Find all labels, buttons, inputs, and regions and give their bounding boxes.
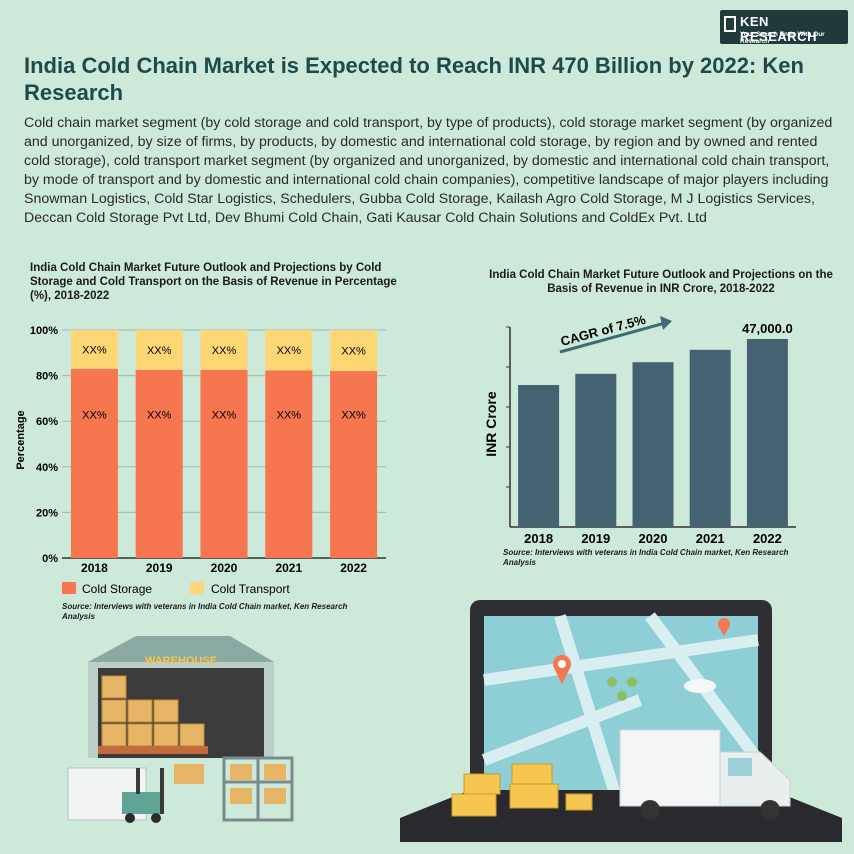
- chart1-data-label: XX%: [277, 409, 302, 421]
- chart1-x-tick-label: 2020: [211, 561, 238, 575]
- chart1-bar-cold-storage-2019: [135, 369, 183, 558]
- chart1-x-tick-label: 2018: [81, 561, 108, 575]
- legend-swatch-cold-storage: [62, 582, 76, 594]
- chart1-y-axis-label: Percentage: [15, 410, 27, 469]
- chart1-data-label: XX%: [212, 345, 237, 357]
- warehouse-sign: WAREHOUSE: [145, 655, 217, 667]
- chart1-data-label: XX%: [82, 344, 107, 356]
- warehouse-roof: [88, 636, 274, 662]
- chart1-source: Source: Interviews with veterans in Indi…: [62, 602, 348, 621]
- chart1-y-tick-label: 0%: [42, 553, 58, 565]
- chart2-bar-2018: [518, 385, 560, 527]
- chart1-bar-cold-storage-2020: [200, 369, 248, 558]
- chart2-bar-2019: [575, 373, 617, 527]
- chart1-bar-cold-transport-2022: [330, 330, 378, 372]
- map-trees: [607, 677, 637, 701]
- chart1-data-label: XX%: [277, 345, 302, 357]
- legend-label-cold-transport: Cold Transport: [211, 582, 290, 596]
- page-description: Cold chain market segment (by cold stora…: [24, 115, 833, 226]
- ken-research-logo: KEN RESEARCH Your Search Ends With Our R…: [720, 10, 848, 45]
- chart2-y-axis-label: INR Crore: [483, 391, 499, 457]
- chart2-x-tick-label: 2020: [639, 531, 668, 546]
- chart1-bar-cold-transport-2020: [200, 330, 248, 370]
- chart1-x-tick-label: 2022: [340, 561, 367, 575]
- chart1-bar-cold-transport-2019: [135, 330, 183, 370]
- chart1-data-label: XX%: [147, 409, 172, 421]
- chart1-data-label: XX%: [212, 409, 237, 421]
- truck-icon: [619, 729, 791, 820]
- chart1-y-tick-label: 80%: [36, 371, 58, 383]
- chart1-bar-cold-transport-2021: [265, 330, 313, 371]
- chart2-title: India Cold Chain Market Future Outlook a…: [489, 269, 833, 295]
- chart1-x-tick-label: 2019: [146, 561, 173, 575]
- logo-brand: KEN RESEARCH: [740, 14, 817, 44]
- page-title: India Cold Chain Market is Expected to R…: [24, 53, 804, 105]
- forklift-icon: [122, 764, 204, 823]
- map-cloud: [684, 679, 716, 693]
- chart1-x-tick-label: 2021: [275, 561, 302, 575]
- chart1-data-label: XX%: [82, 409, 107, 421]
- revenue-bar-chart: 2018 2019 2020 2021 2022 INR Crore CAGR of 7…: [483, 312, 796, 546]
- chart2-bar-2021: [689, 349, 731, 527]
- chart1-y-tick-label: 20%: [36, 507, 58, 519]
- legend-label-cold-storage: Cold Storage: [82, 582, 152, 596]
- chart2-bar-2020: [632, 362, 674, 527]
- chart2-source: Source: Interviews with veterans in Indi…: [503, 548, 789, 567]
- chart1-data-label: XX%: [341, 346, 366, 358]
- chart1-bar-cold-storage-2018: [70, 368, 118, 558]
- chart1-bar-cold-storage-2021: [265, 370, 313, 558]
- cagr-annotation: CAGR of 7.5%: [559, 312, 672, 354]
- chart1-title: India Cold Chain Market Future Outlook a…: [30, 262, 397, 302]
- chart1-y-tick-label: 40%: [36, 462, 58, 474]
- map-pin-icon-2: [718, 618, 730, 636]
- chart1-data-label: XX%: [341, 409, 366, 421]
- chart2-x-tick-label: 2019: [581, 531, 610, 546]
- rack-boxes: [230, 764, 286, 804]
- laptop-map-illustration: [400, 600, 842, 842]
- stacked-bar-chart: XX% XX% XX% XX% XX% XX% XX% XX% XX% XX% 0% 20% 40% 6…: [15, 325, 386, 596]
- cagr-arrow-head-icon: [660, 316, 672, 330]
- storage-rack: [222, 756, 294, 822]
- warehouse-illustration: WAREHOUSE: [67, 636, 294, 823]
- chart2-x-tick-label: 2021: [696, 531, 725, 546]
- bar-value-label-2022: 47,000.0: [742, 321, 793, 336]
- chart1-bar-cold-transport-2018: [70, 330, 118, 369]
- legend-swatch-cold-transport: [190, 582, 204, 594]
- chart2-bar-2022: [746, 339, 788, 527]
- chart2-x-tick-label: 2018: [524, 531, 553, 546]
- chart1-y-tick-label: 100%: [30, 325, 58, 337]
- map-pin-icon: [553, 655, 571, 684]
- chart1-bar-cold-storage-2022: [330, 371, 378, 558]
- logo-k-icon: [724, 16, 736, 32]
- pallet: [98, 746, 208, 754]
- chart1-legend: Cold Storage Cold Transport: [62, 582, 290, 596]
- chart2-x-tick-label: 2022: [753, 531, 782, 546]
- delivery-boxes: [451, 763, 593, 817]
- logo-tagline: Your Search Ends With Our Research: [740, 31, 825, 45]
- cagr-arrow-line: [559, 321, 666, 354]
- chart1-data-label: XX%: [147, 345, 172, 357]
- chart1-y-tick-label: 60%: [36, 416, 58, 428]
